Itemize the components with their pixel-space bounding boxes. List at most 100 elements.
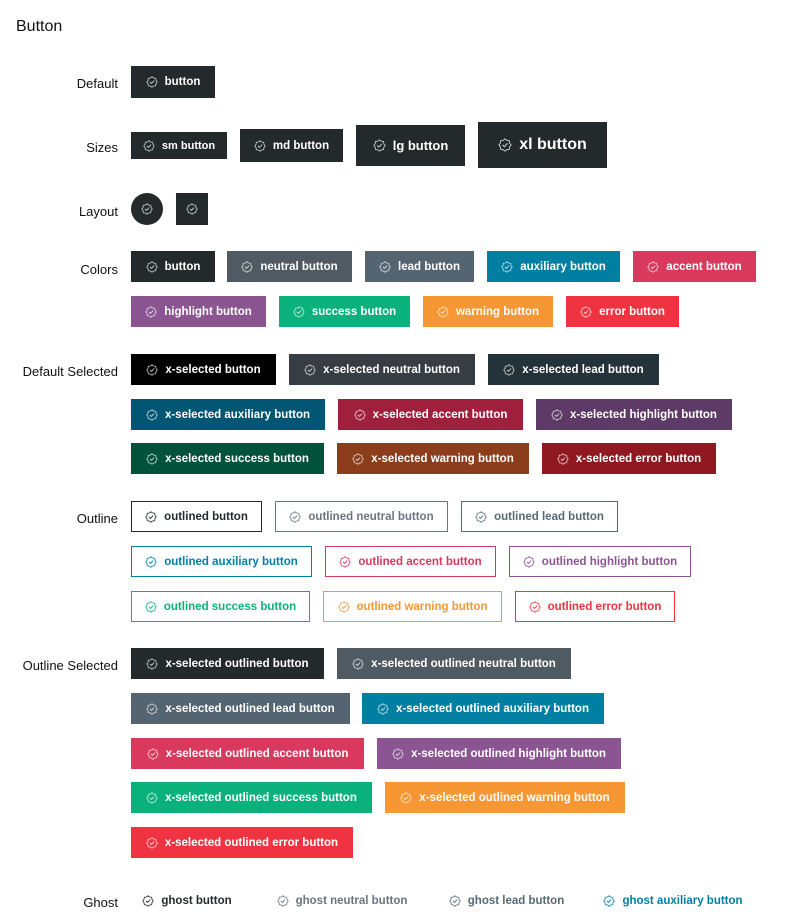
check-badge-icon xyxy=(293,305,305,318)
check-badge-icon xyxy=(503,363,515,376)
check-badge-icon xyxy=(400,791,412,804)
selected-button[interactable]: x-selected success button xyxy=(131,443,324,474)
ghost-button[interactable]: ghost auxiliary button xyxy=(592,885,754,916)
outlined-selected-button[interactable]: x-selected outlined button xyxy=(131,648,324,679)
check-badge-icon xyxy=(352,657,364,670)
row-label-colors: Colors xyxy=(80,262,118,277)
selected-button[interactable]: x-selected accent button xyxy=(338,399,523,430)
button-label: x-selected outlined auxiliary button xyxy=(396,702,589,715)
button-label: button xyxy=(164,76,201,88)
round-icon-button[interactable] xyxy=(131,193,163,225)
selected-button[interactable]: x-selected button xyxy=(131,354,276,385)
square-icon-button[interactable] xyxy=(176,193,208,225)
check-badge-icon xyxy=(146,408,158,421)
outlined-selected-button[interactable]: x-selected outlined auxiliary button xyxy=(362,693,604,724)
ghost-button[interactable]: ghost neutral button xyxy=(264,885,420,916)
check-badge-icon xyxy=(146,836,158,849)
selected-button[interactable]: x-selected warning button xyxy=(337,443,529,474)
check-badge-icon xyxy=(276,894,289,907)
color-button[interactable]: warning button xyxy=(423,296,553,327)
selected-button[interactable]: x-selected error button xyxy=(542,443,716,474)
outlined-button[interactable]: outlined highlight button xyxy=(509,546,691,577)
button-label: x-selected outlined error button xyxy=(164,836,339,849)
check-badge-icon xyxy=(580,305,592,318)
color-button[interactable]: neutral button xyxy=(227,251,352,282)
color-button[interactable]: button xyxy=(131,251,215,282)
color-button[interactable]: accent button xyxy=(633,251,756,282)
button-label: outlined neutral button xyxy=(308,510,434,523)
check-badge-icon xyxy=(146,747,159,760)
outlined-button[interactable]: outlined success button xyxy=(131,591,310,622)
row-label-default-selected: Default Selected xyxy=(22,364,118,379)
check-badge-icon xyxy=(254,139,266,152)
check-badge-icon xyxy=(241,260,253,273)
check-badge-icon xyxy=(143,139,155,152)
check-badge-icon xyxy=(352,452,364,465)
selected-button[interactable]: x-selected auxiliary button xyxy=(131,399,325,430)
button-label: x-selected button xyxy=(165,363,261,376)
outlined-selected-button[interactable]: x-selected outlined highlight button xyxy=(377,738,621,769)
outlined-button[interactable]: outlined warning button xyxy=(323,591,502,622)
check-badge-icon xyxy=(146,702,158,715)
check-badge-icon xyxy=(437,305,449,318)
button-label: outlined accent button xyxy=(358,555,482,568)
check-badge-icon xyxy=(337,600,350,613)
outlined-selected-button[interactable]: x-selected outlined error button xyxy=(131,827,353,858)
button-label: accent button xyxy=(666,260,742,273)
ghost-button[interactable]: ghost lead button xyxy=(437,885,576,916)
selected-button[interactable]: x-selected lead button xyxy=(488,354,659,385)
color-button[interactable]: success button xyxy=(279,296,410,327)
md-button[interactable]: md button xyxy=(240,129,343,162)
outlined-selected-button[interactable]: x-selected outlined success button xyxy=(131,782,372,813)
button-label: outlined error button xyxy=(547,600,662,613)
button-label: lg button xyxy=(392,138,449,153)
outlined-button[interactable]: outlined accent button xyxy=(325,546,496,577)
check-badge-icon xyxy=(528,600,541,613)
button-label: ghost neutral button xyxy=(295,894,408,907)
outlined-button[interactable]: outlined auxiliary button xyxy=(131,546,312,577)
outlined-button[interactable]: outlined error button xyxy=(515,591,675,622)
check-badge-icon xyxy=(647,260,659,273)
button-label: outlined warning button xyxy=(356,600,488,613)
color-button[interactable]: error button xyxy=(566,296,679,327)
check-badge-icon xyxy=(498,138,512,152)
lg-button[interactable]: lg button xyxy=(356,125,465,166)
button-label: button xyxy=(164,260,201,273)
ghost-button[interactable]: ghost button xyxy=(131,885,243,916)
button-label: md button xyxy=(272,139,330,152)
outlined-button[interactable]: outlined neutral button xyxy=(275,501,448,532)
color-button[interactable]: auxiliary button xyxy=(487,251,620,282)
button-label: x-selected auxiliary button xyxy=(164,408,311,421)
button-label: warning button xyxy=(455,305,540,318)
button-label: x-selected outlined neutral button xyxy=(371,657,556,670)
sm-button[interactable]: sm button xyxy=(131,132,227,159)
row-label-outline: Outline xyxy=(76,511,118,526)
outlined-selected-button[interactable]: x-selected outlined warning button xyxy=(385,782,625,813)
button-label: x-selected accent button xyxy=(372,408,508,421)
check-badge-icon xyxy=(373,139,386,152)
button-label: outlined highlight button xyxy=(541,555,678,568)
default-button[interactable]: button xyxy=(131,66,215,98)
button-label: x-selected outlined button xyxy=(165,657,309,670)
button-label: x-selected warning button xyxy=(371,452,514,465)
row-label-ghost: Ghost xyxy=(83,895,118,910)
outlined-selected-button[interactable]: x-selected outlined lead button xyxy=(131,693,350,724)
button-label: x-selected outlined success button xyxy=(165,791,357,804)
button-label: ghost auxiliary button xyxy=(622,894,743,907)
button-label: error button xyxy=(599,305,665,318)
outlined-button[interactable]: outlined button xyxy=(131,501,262,532)
selected-button[interactable]: x-selected highlight button xyxy=(536,399,732,430)
outlined-selected-button[interactable]: x-selected outlined accent button xyxy=(131,738,364,769)
outlined-selected-button[interactable]: x-selected outlined neutral button xyxy=(337,648,571,679)
check-badge-icon xyxy=(146,363,159,376)
selected-button[interactable]: x-selected neutral button xyxy=(289,354,475,385)
button-label: x-selected outlined warning button xyxy=(419,791,610,804)
check-badge-icon xyxy=(501,260,513,273)
check-badge-icon xyxy=(146,452,158,465)
outlined-button[interactable]: outlined lead button xyxy=(461,501,618,532)
color-button[interactable]: highlight button xyxy=(131,296,266,327)
xl-button[interactable]: xl button xyxy=(478,122,607,168)
color-button[interactable]: lead button xyxy=(365,251,474,282)
check-badge-icon xyxy=(145,260,158,273)
check-badge-icon xyxy=(146,657,159,670)
